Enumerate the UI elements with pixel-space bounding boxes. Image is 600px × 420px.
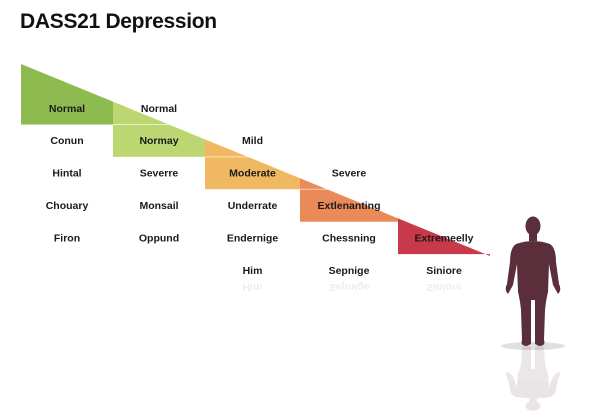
human-silhouette-icon: [501, 216, 565, 411]
level-label: Chessning: [322, 232, 376, 244]
level-label: Monsail: [139, 200, 178, 212]
silhouette-reflection: [505, 346, 561, 411]
severity-label: Severe: [332, 168, 367, 180]
severity-label: Normay: [139, 135, 178, 147]
severity-label: Extlenanting: [317, 200, 380, 212]
level-label: Severre: [140, 168, 179, 180]
severity-block-3: [205, 139, 300, 190]
level-label: Conun: [50, 135, 83, 147]
page-title: DASS21 Depression: [20, 10, 217, 33]
severity-label: Normal: [49, 103, 85, 115]
level-label: Hintal: [52, 168, 81, 180]
severity-label: Moderate: [229, 168, 276, 180]
level-label: Endernige: [227, 232, 279, 244]
level-label: Sepnige: [329, 265, 370, 277]
level-label: Him: [243, 265, 263, 277]
severity-label: Extremeelly: [415, 232, 474, 244]
severity-block-1: [21, 64, 113, 125]
label-reflection: Siniore: [426, 281, 462, 293]
level-label: Firon: [54, 232, 80, 244]
severity-block-2: [113, 101, 205, 157]
severity-label: Mild: [242, 135, 263, 147]
level-label: Chouary: [46, 200, 89, 212]
level-label: Underrate: [228, 200, 278, 212]
severity-block-5: [398, 218, 490, 256]
severity-label: Normal: [141, 103, 177, 115]
label-reflection: Sepnige: [329, 281, 370, 293]
level-label: Oppund: [139, 232, 179, 244]
label-reflection: Him: [243, 281, 263, 293]
level-label: Siniore: [426, 265, 462, 277]
